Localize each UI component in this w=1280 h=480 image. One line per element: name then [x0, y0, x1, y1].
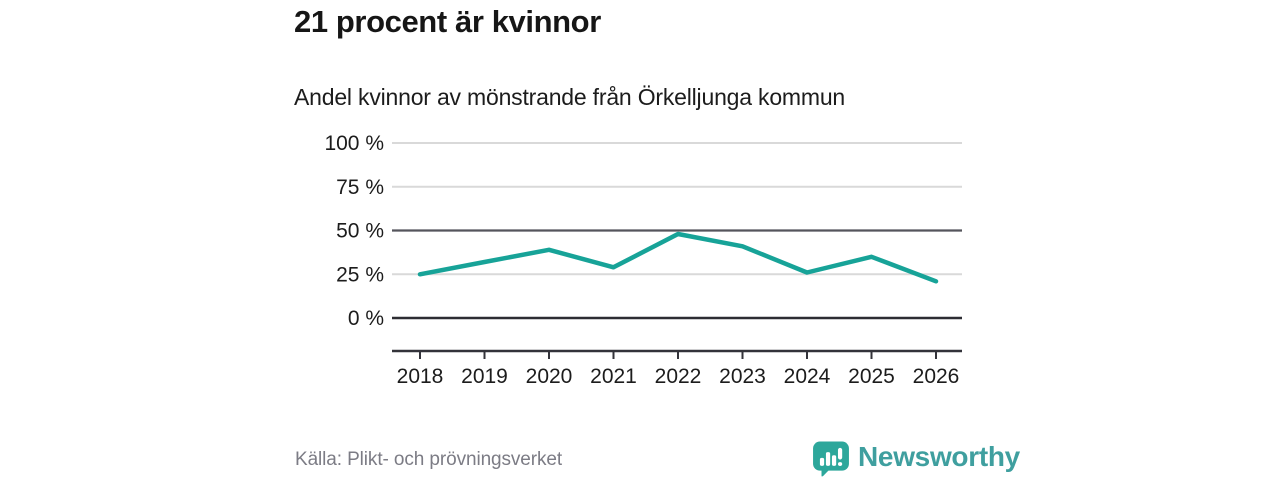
x-axis-tick-label: 2019 — [461, 365, 508, 388]
newsworthy-brand-lockup: Newsworthy — [812, 441, 1020, 478]
x-axis-tick-label: 2018 — [397, 365, 444, 388]
newsworthy-wordmark: Newsworthy — [858, 440, 1020, 472]
x-axis-tick-label: 2024 — [784, 365, 831, 388]
logo-bar-chart-glyph — [819, 447, 843, 466]
x-axis-tick-label: 2021 — [590, 365, 637, 388]
y-axis-tick-label: 0 % — [348, 307, 384, 330]
chart-title: 21 procent är kvinnor — [294, 4, 601, 39]
x-axis-tick-label: 2022 — [655, 365, 702, 388]
y-axis-tick-label: 75 % — [336, 176, 384, 199]
source-text: Källa: Plikt- och prövningsverket — [295, 449, 563, 470]
x-axis-tick-label: 2026 — [913, 365, 960, 388]
chart-canvas: 100 % 75 % 50 % 25 % 0 % 2018 2019 2020 2021 2022… — [324, 132, 962, 388]
x-axis-tick-label: 2020 — [526, 365, 573, 388]
x-axis-tick-label: 2023 — [719, 365, 766, 388]
y-axis-tick-label: 50 % — [336, 220, 384, 243]
y-axis-tick-label: 100 % — [324, 132, 384, 155]
chart-subtitle: Andel kvinnor av mönstrande från Örkellj… — [294, 84, 846, 110]
x-axis-tick-label: 2025 — [848, 365, 895, 388]
y-axis-tick-label: 25 % — [336, 263, 384, 286]
logo-bubble — [813, 441, 849, 477]
speech-bubble-bar-chart-icon — [813, 441, 849, 477]
data-series-line — [417, 231, 939, 284]
